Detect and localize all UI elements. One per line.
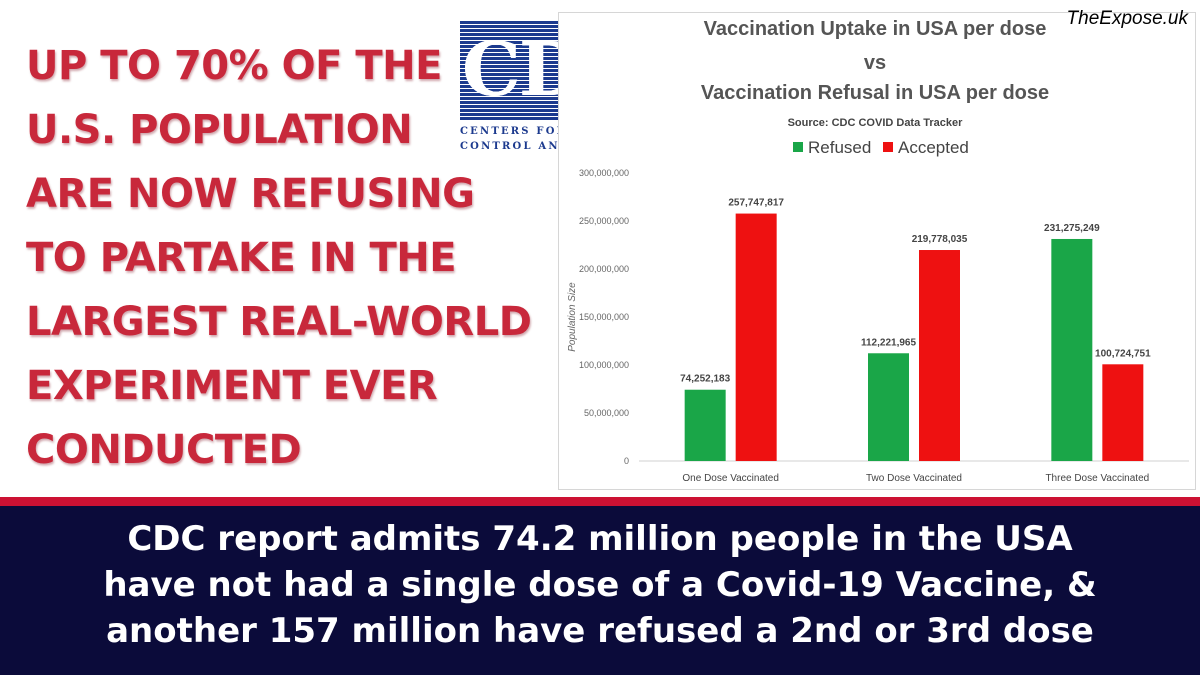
bar-accepted xyxy=(735,213,777,461)
red-divider xyxy=(0,497,1200,506)
bar-chart-svg: Vaccination Uptake in USA per dose vs Vacc… xyxy=(567,18,1189,484)
legend-label: Accepted xyxy=(898,138,969,157)
caption-banner xyxy=(0,506,1200,675)
legend-label: Refused xyxy=(808,138,871,157)
cdc-logo-tagline: CENTERS FOR DISEASE™ xyxy=(460,126,652,137)
y-tick-label: 300,000,000 xyxy=(579,168,629,178)
headline-line: TO PARTAKE IN THE xyxy=(26,235,457,281)
headline-line: CONDUCTED xyxy=(26,427,302,473)
y-tick-label: 150,000,000 xyxy=(579,312,629,322)
data-label: 231,275,249 xyxy=(1044,223,1100,234)
chart-title-line: Vaccination Refusal in USA per dose xyxy=(701,82,1049,104)
legend-swatch xyxy=(793,142,803,152)
data-label: 219,778,035 xyxy=(912,234,968,245)
headline-line: LARGEST REAL-WORLD xyxy=(26,299,532,345)
y-tick-label: 250,000,000 xyxy=(579,216,629,226)
x-tick-label: Three Dose Vaccinated xyxy=(1045,473,1149,484)
x-tick-label: One Dose Vaccinated xyxy=(682,473,779,484)
bar-accepted xyxy=(919,250,960,461)
y-axis-label: Population Size xyxy=(567,282,578,352)
headline-line: UP TO 70% OF THE xyxy=(26,43,442,89)
data-label: 257,747,817 xyxy=(728,198,784,209)
headline: UP TO 70% OF THE U.S. POPULATION ARE NOW… xyxy=(26,34,532,482)
caption-line: CDC report admits 74.2 million people in… xyxy=(127,519,1073,559)
bar-refused xyxy=(1051,238,1093,461)
data-label: 74,252,183 xyxy=(680,374,730,385)
data-label: 112,221,965 xyxy=(861,337,916,348)
watermark: TheExpose.uk xyxy=(1066,8,1188,29)
bar-refused xyxy=(684,389,726,461)
caption-line: another 157 million have refused a 2nd o… xyxy=(106,611,1094,651)
legend-swatch xyxy=(883,142,893,152)
bar-accepted xyxy=(1102,364,1144,461)
headline-line: EXPERIMENT EVER xyxy=(26,363,438,409)
data-label: 100,724,751 xyxy=(1095,348,1151,359)
chart-title-line: Vaccination Uptake in USA per dose xyxy=(704,18,1047,40)
y-tick-label: 200,000,000 xyxy=(579,264,629,274)
y-tick-label: 50,000,000 xyxy=(584,408,629,418)
y-tick-label: 100,000,000 xyxy=(579,360,629,370)
chart-title-line: vs xyxy=(864,52,886,74)
caption-text: CDC report admits 74.2 million people in… xyxy=(0,516,1200,654)
headline-line: U.S. POPULATION xyxy=(26,107,413,153)
bar-chart: Vaccination Uptake in USA per dose vs Vacc… xyxy=(558,12,1196,490)
bar-refused xyxy=(868,353,909,461)
x-tick-label: Two Dose Vaccinated xyxy=(866,473,962,484)
caption-line: have not had a single dose of a Covid-19… xyxy=(103,565,1097,605)
y-tick-label: 0 xyxy=(624,456,629,466)
headline-line: ARE NOW REFUSING xyxy=(26,171,475,217)
chart-subtitle: Source: CDC COVID Data Tracker xyxy=(788,117,964,129)
